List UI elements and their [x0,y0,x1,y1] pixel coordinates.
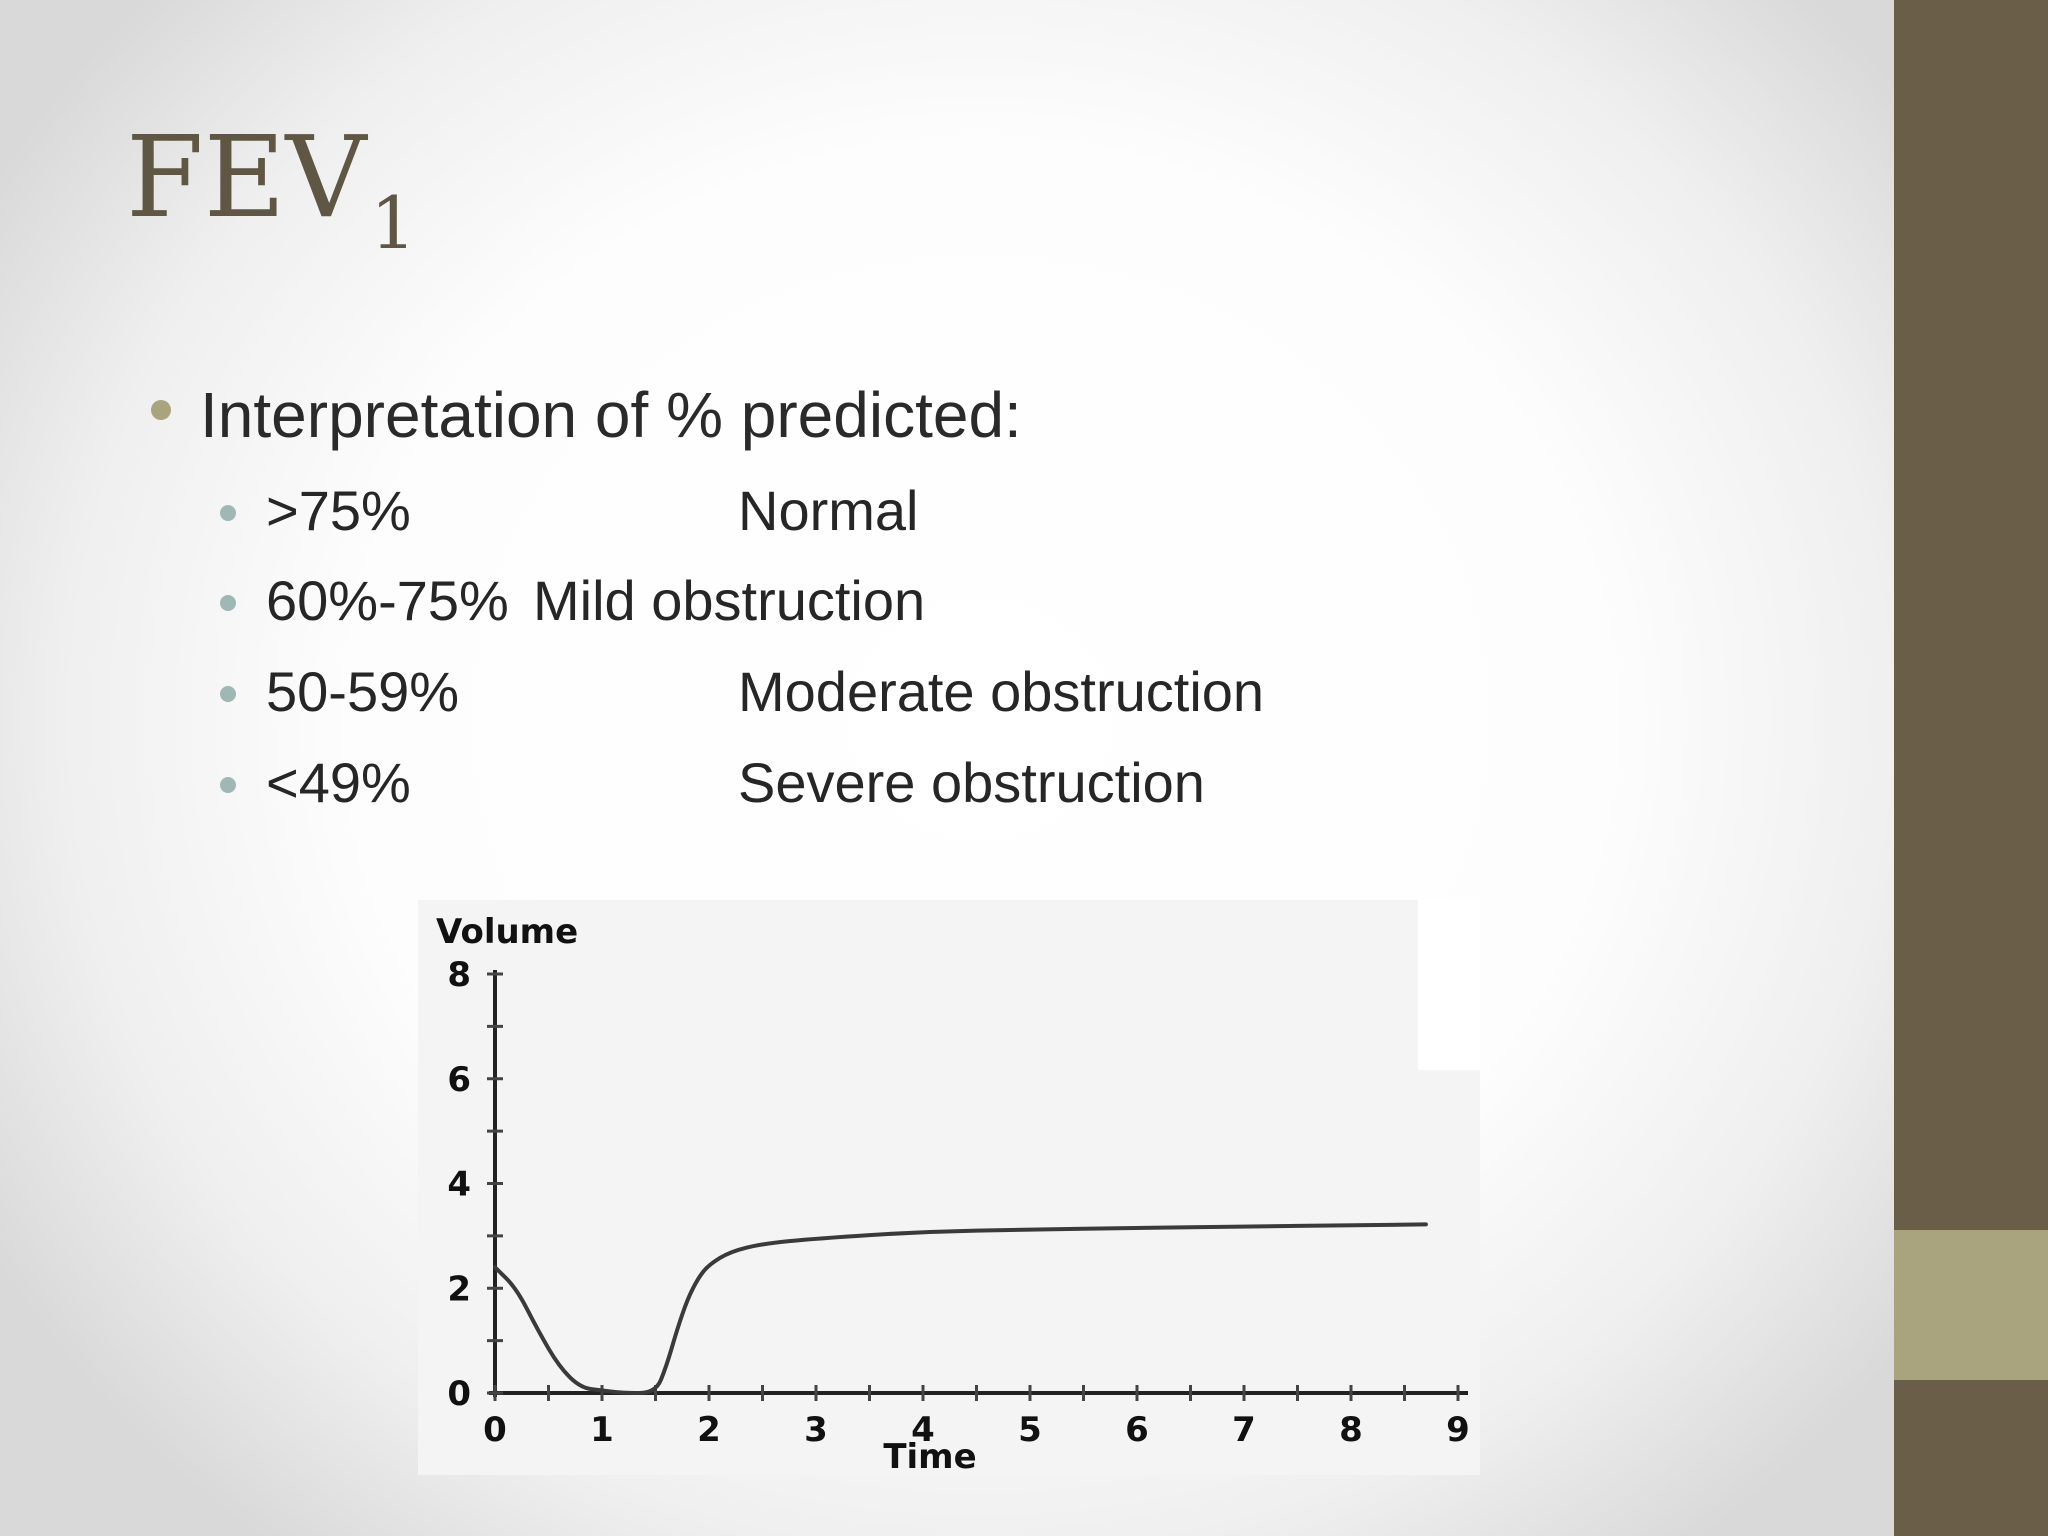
sidebar-accent-decoration [1894,1230,2048,1380]
x-tick-label: 8 [1339,1410,1363,1450]
y-tick-label: 6 [447,1060,471,1100]
range-label: 50-59% [266,660,460,723]
x-tick-label: 0 [483,1410,507,1450]
y-axis-label: Volume [436,912,578,952]
bullet-dot-icon [220,595,236,611]
range-description: Normal [738,479,919,542]
bullet-dot-icon [151,400,171,420]
volume-curve [493,1222,1428,1395]
title-subscript: 1 [370,181,417,265]
x-tick-label: 3 [804,1410,828,1450]
range-description: Severe obstruction [738,751,1205,814]
list-item: 50-59% Moderate obstruction [0,652,1700,732]
x-tick-label: 7 [1232,1410,1256,1450]
y-tick-label: 2 [447,1269,471,1309]
y-tick-label: 0 [447,1374,471,1414]
list-item: 60%-75% Mild obstruction [0,561,1700,641]
chart-svg: 0 2 4 6 8 0 1 2 3 4 5 6 7 8 9 Volume Time [418,900,1480,1475]
x-tick-label: 1 [590,1410,614,1450]
bullet-dot-icon [220,686,236,702]
chart-background-notch [1418,900,1480,1070]
chart-background [418,900,1480,1475]
x-tick-label: 6 [1125,1410,1149,1450]
x-tick-label: 2 [697,1410,721,1450]
x-tick-label: 4 [911,1410,935,1450]
volume-time-chart: 0 2 4 6 8 0 1 2 3 4 5 6 7 8 9 Volume Time [418,900,1480,1475]
range-description: Moderate obstruction [738,660,1265,723]
title-main: FEV [126,113,367,243]
range-description: Mild obstruction [533,569,926,632]
list-item: >75% Normal [0,471,1700,551]
slide-title: FEV1 [126,122,416,259]
x-tick-label: 9 [1446,1410,1470,1450]
range-label: >75% [266,479,411,542]
range-label: 60%-75% [266,569,509,632]
main-bullet: Interpretation of % predicted: [200,379,1022,451]
range-label: <49% [266,751,411,814]
y-tick-label: 4 [447,1165,471,1205]
x-tick-label: 5 [1018,1410,1042,1450]
bullet-dot-icon [220,505,236,521]
list-item: <49% Severe obstruction [0,743,1700,823]
x-axis-label: Time [883,1437,976,1475]
y-tick-label: 8 [447,955,471,995]
bullet-dot-icon [220,777,236,793]
